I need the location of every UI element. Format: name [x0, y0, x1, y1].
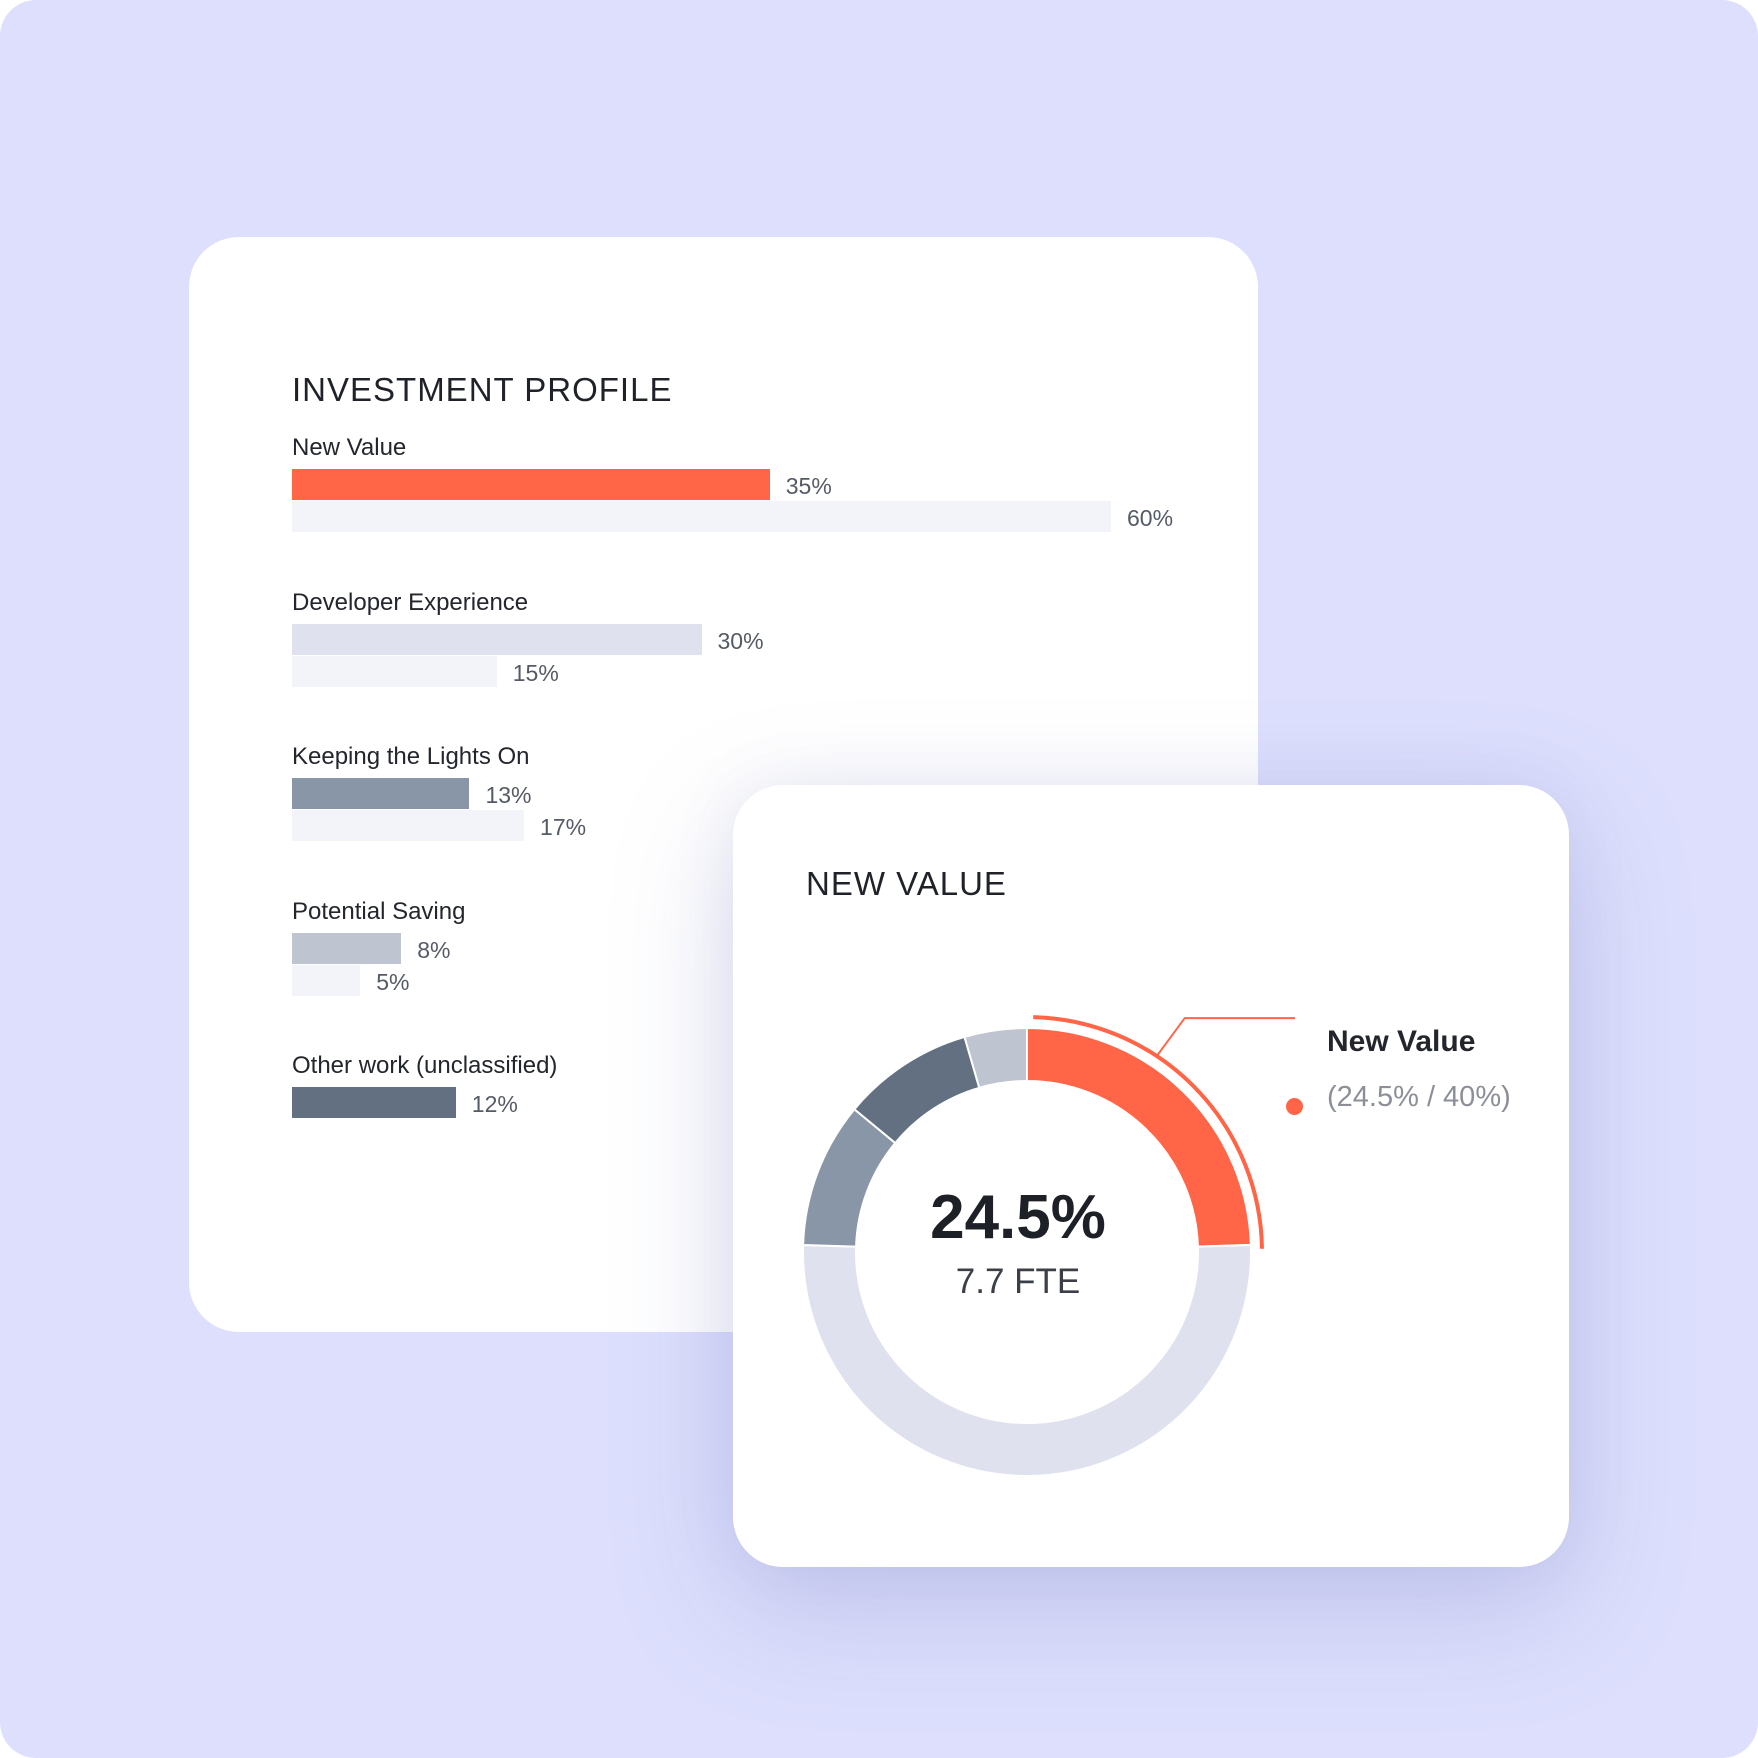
bar-value-label-potential-saving-target: 5%	[376, 968, 410, 995]
investment-profile-card: INVESTMENT PROFILE New Value 35% 60% Develo…	[189, 237, 1258, 1332]
bar-value-label-new-value-actual: 35%	[785, 473, 832, 499]
legend-new-value-dot	[1286, 1098, 1303, 1115]
legend-new-value-detail: (24.5% / 40%)	[1327, 1081, 1511, 1113]
bar-developer-experience-actual	[292, 623, 702, 655]
bar-new-value-actual	[292, 469, 770, 500]
bar-value-label-developer-experience-actual: 30%	[717, 627, 764, 654]
investment-profile-title: INVESTMENT PROFILE	[292, 371, 673, 408]
bar-value-label-potential-saving-actual: 8%	[417, 936, 451, 963]
bar-other-work-unclassified-actual	[292, 1087, 456, 1118]
donut-chart	[802, 1015, 1295, 1478]
bar-value-label-keeping-the-lights-on-target: 17%	[540, 814, 587, 840]
new-value-highlight-arc	[1033, 1015, 1264, 1249]
bar-keeping-the-lights-on-actual	[292, 778, 470, 809]
category-label-potential-saving: Potential Saving	[292, 897, 466, 925]
bar-developer-experience-target	[292, 655, 497, 687]
category-label-other-work-unclassified: Other work (unclassified)	[292, 1052, 558, 1079]
bar-value-label-other-work-unclassified-actual: 12%	[471, 1091, 518, 1117]
category-label-developer-experience: Developer Experience	[292, 588, 529, 616]
bar-value-label-developer-experience-target: 15%	[512, 659, 559, 686]
donut-slice-potential-saving	[963, 1026, 1028, 1090]
bar-keeping-the-lights-on-target	[292, 810, 525, 841]
category-label-new-value: New Value	[292, 434, 407, 461]
donut-center-fte: 7.7 FTE	[955, 1262, 1081, 1301]
legend-leader-line	[1155, 1017, 1295, 1057]
bar-value-label-new-value-target: 60%	[1127, 505, 1174, 531]
legend-new-value-name: New Value	[1327, 1025, 1476, 1058]
category-label-keeping-the-lights-on: Keeping the Lights On	[292, 743, 530, 770]
new-value-title: NEW VALUE	[806, 865, 1007, 902]
bar-potential-saving-actual	[292, 932, 402, 964]
bar-value-label-keeping-the-lights-on-actual: 13%	[485, 782, 532, 808]
bar-potential-saving-target	[292, 964, 361, 996]
donut-center-value: 24.5%	[930, 1183, 1106, 1252]
donut-slice-remainder	[802, 1243, 1252, 1478]
bar-new-value-target	[292, 501, 1111, 532]
new-value-card: NEW VALUE 24.5% 7.7 FTE New Value (24.5%…	[733, 785, 1569, 1567]
